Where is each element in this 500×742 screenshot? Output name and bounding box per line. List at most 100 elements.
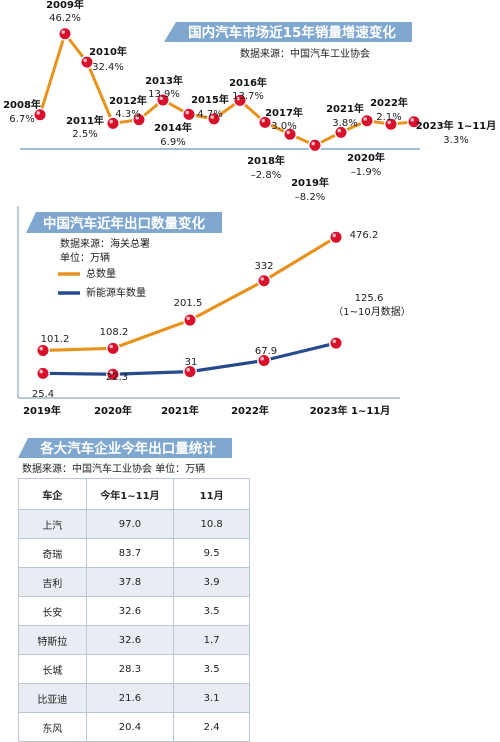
growth-value-label: 3.0% (271, 121, 296, 132)
ytd-cell: 20.4 (85, 712, 175, 742)
nov-cell: 10.8 (173, 509, 250, 539)
growth-year-label: 2008年 (3, 98, 41, 111)
growth-point (258, 115, 272, 130)
total-point (36, 343, 50, 358)
company-cell: 特斯拉 (18, 625, 87, 655)
company-cell: 长安 (18, 596, 87, 626)
growth-year-label: 2020年 (347, 151, 385, 164)
table-row: 奇瑞 83.7 9.5 (18, 538, 250, 568)
ytd-cell: 97.0 (85, 509, 175, 539)
table-row: 长城 28.3 3.5 (18, 654, 250, 684)
growth-value-label: 3.8% (332, 118, 357, 129)
growth-point (132, 112, 146, 127)
chart-title: 中国汽车近年出口数量变化 (43, 215, 205, 232)
col-header-company: 车企 (18, 478, 87, 510)
x-tick-label: 2023年 1~11月 (310, 404, 391, 417)
total-point (183, 313, 197, 328)
growth-year-label: 2014年 (154, 121, 192, 134)
chart-unit: 单位：万辆 (60, 251, 110, 264)
nov-cell: 3.9 (173, 567, 250, 597)
nev-point (257, 353, 271, 368)
ytd-cell: 32.6 (85, 596, 175, 626)
company-cell: 奇瑞 (18, 538, 87, 568)
title-banner (26, 212, 222, 233)
exports-panel: 中国汽车近年出口数量变化 数据来源：海关总署 单位：万辆 总数量 新能源车数量 … (0, 206, 500, 430)
growth-series: 2008年 6.7% 2009年 46.2% 2010年 32.4% 2011年 2.5% 20… (3, 0, 496, 203)
ytd-cell: 32.6 (85, 625, 175, 655)
growth-value-label: 4.7% (197, 109, 222, 120)
x-tick-label: 2021年 (161, 404, 199, 417)
company-cell: 长城 (18, 654, 87, 684)
total-value-label: 476.2 (350, 230, 379, 241)
nov-cell: 3.5 (173, 654, 250, 684)
growth-value-label: –1.9% (351, 167, 381, 178)
ytd-cell: 21.6 (85, 683, 175, 713)
sales-growth-chart: 国内汽车市场近15年销量增速变化 数据来源：中国汽车工业协会 2008年 6.7%… (3, 0, 496, 203)
nev-point (106, 367, 120, 382)
nov-cell: 9.5 (173, 538, 250, 568)
growth-point (360, 113, 374, 128)
exports-chart: 中国汽车近年出口数量变化 数据来源：海关总署 单位：万辆 总数量 新能源车数量 … (17, 206, 411, 417)
growth-value-label: 6.9% (160, 137, 185, 148)
growth-point (384, 117, 398, 132)
growth-point (283, 127, 297, 142)
nev-point (183, 364, 197, 379)
title-banner (164, 22, 412, 42)
growth-value-label: 2.1% (376, 112, 401, 123)
growth-year-label: 2023年 1~11月 (416, 119, 497, 132)
nov-cell: 3.1 (173, 683, 250, 713)
growth-value-label: 46.2% (49, 13, 81, 24)
growth-value-label: –8.2% (295, 192, 325, 203)
table-row: 长安 32.6 3.5 (18, 596, 250, 626)
growth-value-label: 2.5% (72, 129, 97, 140)
table-row: 东风 20.4 2.4 (18, 712, 250, 742)
x-tick-label: 2020年 (94, 404, 132, 417)
x-tick-label: 2019年 (23, 404, 61, 417)
nev-point (36, 366, 50, 381)
company-cell: 吉利 (18, 567, 87, 597)
growth-point (80, 55, 94, 69)
growth-point (182, 107, 196, 122)
table-row: 吉利 37.8 3.9 (18, 567, 250, 597)
export-series: 101.2 108.2 201.5 332 476.2 25.4 22.3 31 67.9 125… (23, 230, 411, 417)
growth-point (334, 125, 348, 140)
ytd-cell: 28.3 (85, 654, 175, 684)
growth-year-label: 2015年 (191, 93, 229, 106)
nov-cell: 2.4 (173, 712, 250, 742)
growth-point (156, 93, 170, 107)
nov-cell: 1.7 (173, 625, 250, 655)
growth-year-label: 2019年 (291, 176, 329, 189)
export-table: 车企 今年1~11月 11月 上汽 97.0 10.8 奇瑞 83.7 9.5 吉利 37.8… (18, 478, 250, 742)
growth-point (308, 138, 322, 153)
growth-value-label: 4.3% (115, 109, 140, 120)
growth-value-label: 3.3% (443, 135, 468, 146)
growth-value-label: 13.9% (148, 89, 180, 100)
ytd-cell: 83.7 (85, 538, 175, 568)
total-point (257, 273, 271, 288)
col-header-ytd: 今年1~11月 (85, 478, 175, 510)
total-value-label: 101.2 (41, 334, 70, 345)
nov-cell: 3.5 (173, 596, 250, 626)
growth-year-label: 2018年 (247, 154, 285, 167)
growth-point (33, 107, 47, 122)
growth-point (106, 116, 120, 131)
growth-value-label: –2.8% (251, 170, 281, 181)
col-header-nov: 11月 (173, 478, 250, 510)
growth-point (407, 114, 421, 129)
growth-year-label: 2016年 (229, 76, 267, 89)
nev-note: （1~10月数据） (333, 305, 410, 318)
company-cell: 东风 (18, 712, 87, 742)
nev-value-label: 25.4 (32, 389, 54, 400)
growth-year-label: 2021年 (326, 102, 364, 115)
nev-value-label: 67.9 (255, 346, 277, 357)
growth-year-label: 2013年 (145, 74, 183, 87)
table-row: 比亚迪 21.6 3.1 (18, 683, 250, 713)
company-cell: 上汽 (18, 509, 87, 539)
table-title: 各大汽车企业今年出口量统计 (39, 440, 216, 457)
growth-point (58, 26, 72, 41)
total-value-label: 332 (254, 261, 273, 272)
table-source: 数据来源：中国汽车工业协会 单位：万辆 (22, 462, 205, 475)
table-wrap: 车企 今年1~11月 11月 上汽 97.0 10.8 奇瑞 83.7 9.5 吉利 37.8… (18, 478, 250, 742)
growth-year-label: 2012年 (109, 94, 147, 107)
table-header: 各大汽车企业今年出口量统计 数据来源：中国汽车工业协会 单位：万辆 (18, 438, 232, 475)
